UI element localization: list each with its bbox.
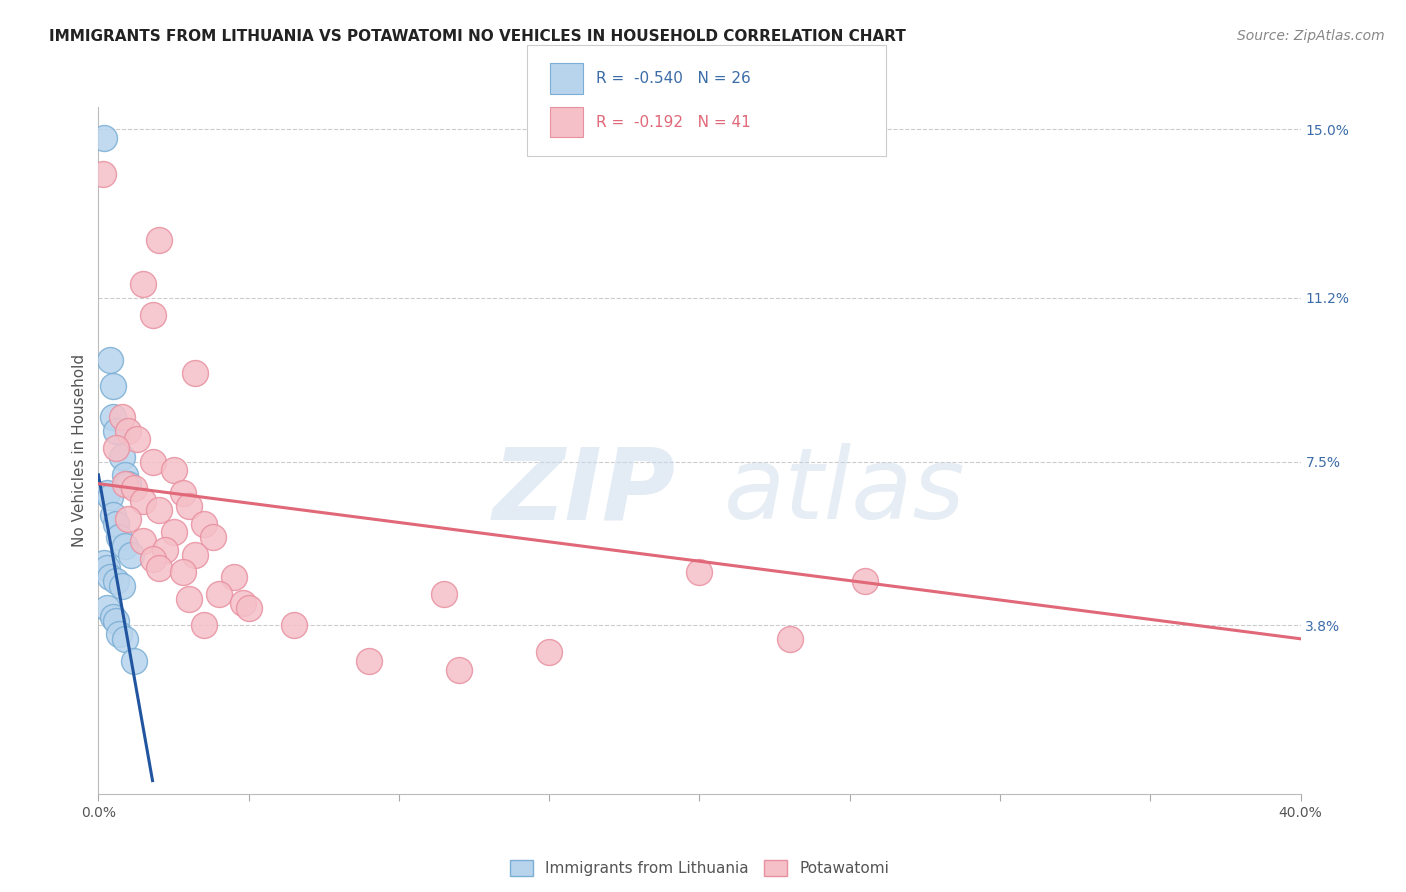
Point [148, 561, 170, 575]
Point [103, 410, 125, 425]
Point [127, 433, 149, 447]
Point [238, 600, 260, 615]
Point [117, 512, 139, 526]
Point [100, 570, 122, 584]
Text: IMMIGRANTS FROM LITHUANIA VS POTAWATOMI NO VEHICLES IN HOUSEHOLD CORRELATION CHA: IMMIGRANTS FROM LITHUANIA VS POTAWATOMI … [49, 29, 905, 44]
Point [148, 503, 170, 517]
Legend: Immigrants from Lithuania, Potawatomi: Immigrants from Lithuania, Potawatomi [503, 854, 896, 882]
Point [117, 476, 139, 491]
Point [183, 548, 205, 562]
Point [111, 410, 134, 425]
Text: R =  -0.540   N = 26: R = -0.540 N = 26 [596, 71, 751, 86]
Point [111, 579, 134, 593]
Point [172, 485, 194, 500]
Point [132, 277, 155, 292]
Point [183, 366, 205, 380]
Point [96, 600, 118, 615]
Point [132, 494, 155, 508]
Text: atlas: atlas [724, 443, 965, 541]
Point [153, 543, 176, 558]
Point [141, 308, 163, 322]
Point [105, 516, 128, 531]
Y-axis label: No Vehicles in Household: No Vehicles in Household [72, 354, 87, 547]
Point [103, 609, 125, 624]
Point [108, 627, 131, 641]
Point [193, 618, 215, 632]
Point [105, 442, 128, 456]
Point [222, 570, 245, 584]
Point [779, 632, 801, 646]
Point [114, 467, 136, 482]
Point [141, 454, 163, 468]
Point [114, 632, 136, 646]
Point [447, 663, 470, 677]
Point [141, 552, 163, 566]
Point [148, 233, 170, 247]
Point [103, 508, 125, 522]
Point [114, 539, 136, 553]
Point [114, 476, 136, 491]
Point [232, 596, 254, 610]
Point [100, 352, 122, 367]
Point [177, 591, 200, 606]
Text: Source: ZipAtlas.com: Source: ZipAtlas.com [1237, 29, 1385, 43]
Point [208, 587, 231, 601]
Point [162, 463, 184, 477]
Point [172, 566, 194, 580]
Point [177, 499, 200, 513]
Point [433, 587, 456, 601]
Point [117, 424, 139, 438]
Text: ZIP: ZIP [492, 443, 675, 541]
Point [93, 557, 115, 571]
Point [124, 481, 146, 495]
Point [96, 485, 118, 500]
Point [538, 645, 561, 659]
Point [357, 654, 380, 668]
Point [105, 574, 128, 589]
Point [132, 534, 155, 549]
Point [103, 379, 125, 393]
Point [96, 561, 118, 575]
Point [121, 548, 143, 562]
Point [111, 450, 134, 464]
Point [105, 614, 128, 628]
Point [283, 618, 305, 632]
Point [162, 525, 184, 540]
Point [193, 516, 215, 531]
Point [853, 574, 876, 589]
Point [93, 131, 115, 145]
Point [689, 566, 711, 580]
Text: R =  -0.192   N = 41: R = -0.192 N = 41 [596, 115, 751, 129]
Point [108, 530, 131, 544]
Point [91, 167, 114, 181]
Point [100, 490, 122, 504]
Point [201, 530, 224, 544]
Point [105, 424, 128, 438]
Point [124, 654, 146, 668]
